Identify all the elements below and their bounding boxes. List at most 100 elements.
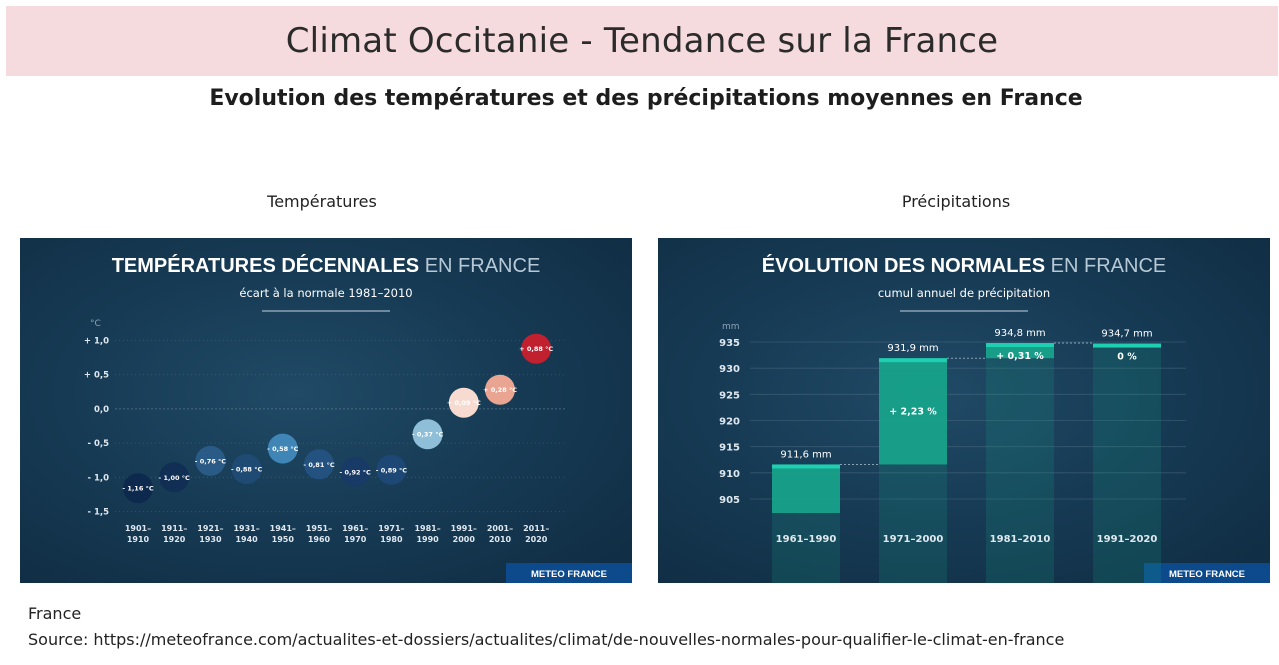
y-tick-label: - 1,0 — [87, 473, 109, 483]
temperature-point — [340, 456, 371, 487]
temperature-data-label: + 0,09 °C — [447, 399, 481, 407]
temperature-point — [159, 462, 190, 493]
temperature-point — [231, 454, 262, 485]
y-tick-label: - 1,5 — [87, 508, 109, 518]
brand-logo: METEO FRANCE — [1169, 569, 1245, 580]
chart-title: TEMPÉRATURES DÉCENNALES EN FRANCE — [112, 254, 541, 277]
header-banner: Climat Occitanie - Tendance sur la Franc… — [6, 6, 1278, 76]
x-tick-label: 2001– — [487, 524, 513, 533]
footer-region: France — [28, 604, 82, 623]
y-tick-label: 905 — [719, 495, 740, 506]
bar-shadow — [1093, 343, 1161, 583]
change-label: 0 % — [1117, 352, 1137, 363]
temperature-data-label: - 0,58 °C — [267, 445, 299, 453]
precipitation-chart-panel: ÉVOLUTION DES NORMALES EN FRANCE cumul an… — [658, 238, 1270, 583]
chart-title: ÉVOLUTION DES NORMALES EN FRANCE — [762, 254, 1166, 277]
x-tick-label-end: 1970 — [344, 535, 367, 544]
x-tick-label: 1941– — [270, 524, 296, 533]
brand-bar — [506, 563, 632, 583]
x-tick-label-end: 1960 — [308, 535, 331, 544]
value-label: 931,9 mm — [887, 343, 938, 354]
precipitation-panel-label: Précipitations — [901, 192, 1011, 211]
y-tick-label: 920 — [719, 417, 740, 428]
x-tick-label-end: 2010 — [489, 535, 512, 544]
x-tick-label: 1991–2020 — [1097, 534, 1158, 545]
temperature-point — [123, 473, 153, 504]
temperature-data-label: - 0,37 °C — [412, 431, 444, 439]
precipitation-chart: ÉVOLUTION DES NORMALES EN FRANCE cumul an… — [719, 254, 1270, 583]
bar-top-cap — [772, 464, 840, 469]
y-tick-label: 935 — [719, 338, 740, 349]
page-title: Climat Occitanie - Tendance sur la Franc… — [285, 21, 999, 61]
bar-top-cap — [879, 358, 947, 363]
temperature-chart-panel: TEMPÉRATURES DÉCENNALES EN FRANCE écart à… — [20, 238, 632, 583]
temperature-point — [485, 374, 515, 405]
precipitation-bar — [772, 464, 840, 513]
temperature-data-label: - 1,00 °C — [159, 474, 191, 482]
x-tick-label: 1991– — [451, 524, 477, 533]
value-label: 934,8 mm — [994, 328, 1045, 339]
y-tick-label: - 0,5 — [87, 439, 109, 449]
temperature-data-label: - 0,88 °C — [231, 466, 263, 474]
change-label: + 2,23 % — [889, 406, 937, 417]
x-tick-label-end: 1920 — [163, 535, 186, 544]
temperature-point — [304, 449, 334, 480]
change-label: + 0,31 % — [996, 351, 1044, 362]
y-tick-label: + 1,0 — [84, 337, 109, 347]
value-label: 934,7 mm — [1101, 329, 1152, 340]
bar-top-cap — [1093, 343, 1161, 348]
brand-logo: METEO FRANCE — [531, 569, 607, 580]
precipitation-bar — [879, 358, 947, 465]
value-label: 911,6 mm — [780, 449, 831, 460]
bar-shadow — [986, 343, 1054, 583]
x-tick-label: 1911– — [161, 524, 187, 533]
temperature-point — [521, 333, 552, 364]
x-tick-label-end: 1950 — [272, 535, 295, 544]
temperature-data-label: + 0,88 °C — [519, 345, 553, 353]
temperature-point — [267, 433, 298, 464]
temperature-data-label: - 0,92 °C — [340, 468, 372, 476]
y-tick-label: 0,0 — [94, 405, 109, 415]
x-tick-label: 1961–1990 — [776, 534, 837, 545]
temperature-data-label: - 0,81 °C — [303, 461, 335, 469]
x-tick-label: 1951– — [306, 524, 332, 533]
x-tick-label-end: 1940 — [235, 535, 258, 544]
temperature-point — [195, 445, 226, 476]
temperature-data-label: - 0,76 °C — [195, 457, 227, 465]
x-tick-label: 1901– — [125, 524, 151, 533]
x-tick-label-end: 1990 — [416, 535, 439, 544]
x-tick-label-end: 1980 — [380, 535, 403, 544]
y-tick-label: 930 — [719, 364, 740, 375]
page-subtitle: Evolution des températures et des précip… — [209, 86, 1083, 111]
x-tick-label-end: 2000 — [453, 535, 476, 544]
brand-bar — [1144, 563, 1270, 583]
x-tick-label-end: 2020 — [525, 535, 548, 544]
x-tick-label: 1931– — [233, 524, 259, 533]
footer-source: Source: https://meteofrance.com/actualit… — [28, 630, 1065, 649]
temperature-panel-label: Températures — [267, 192, 377, 211]
temperature-point — [448, 387, 479, 418]
y-axis-unit: mm — [722, 322, 740, 332]
temperature-chart: TEMPÉRATURES DÉCENNALES EN FRANCE écart à… — [84, 254, 632, 583]
y-tick-label: 910 — [719, 469, 740, 480]
chart-subtitle: écart à la normale 1981–2010 — [239, 286, 412, 300]
x-tick-label: 2011– — [523, 524, 549, 533]
temperature-point — [412, 419, 443, 450]
x-tick-label: 1971– — [378, 524, 404, 533]
temperature-point — [376, 454, 407, 485]
x-tick-label: 1981–2010 — [990, 534, 1051, 545]
y-axis-unit: °C — [90, 319, 101, 329]
x-tick-label: 1921– — [197, 524, 223, 533]
temperature-data-label: - 1,16 °C — [122, 485, 154, 493]
x-tick-label-end: 1910 — [127, 535, 150, 544]
bar-top-cap — [986, 343, 1054, 348]
x-tick-label-end: 1930 — [199, 535, 222, 544]
y-tick-label: 925 — [719, 390, 740, 401]
y-tick-label: + 0,5 — [84, 371, 109, 381]
y-tick-label: 915 — [719, 443, 740, 454]
temperature-data-label: + 0,28 °C — [483, 386, 517, 394]
x-tick-label: 1981– — [414, 524, 440, 533]
x-tick-label: 1961– — [342, 524, 368, 533]
chart-subtitle: cumul annuel de précipitation — [878, 286, 1050, 300]
temperature-data-label: - 0,89 °C — [376, 466, 408, 474]
